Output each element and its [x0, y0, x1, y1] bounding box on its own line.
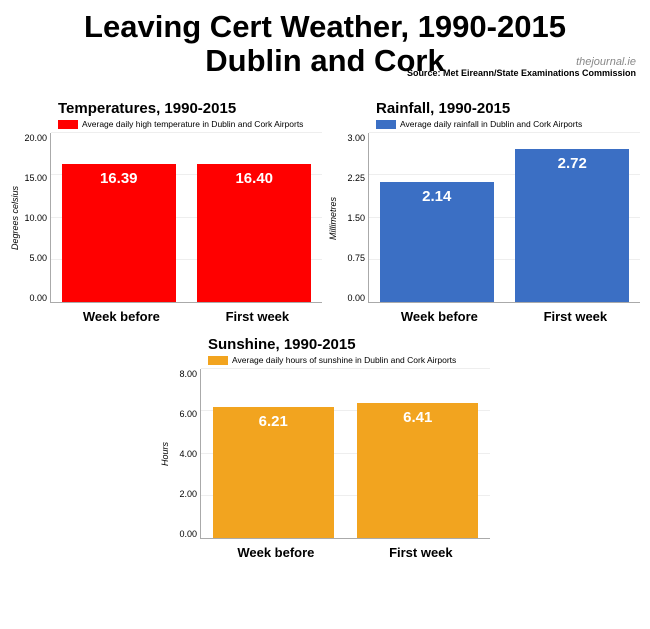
ytick: 2.00 [179, 489, 197, 499]
legend-label: Average daily rainfall in Dublin and Cor… [400, 119, 582, 129]
chart-title: Sunshine, 1990-2015 [160, 336, 490, 353]
ytick: 10.00 [24, 213, 47, 223]
bar-week-before: 6.21 [213, 407, 334, 538]
plot-area: 16.39 16.40 [50, 133, 322, 303]
x-axis: Week before First week [200, 539, 490, 560]
ytick: 15.00 [24, 173, 47, 183]
ytick: 6.00 [179, 409, 197, 419]
bar-week-before: 2.14 [380, 182, 494, 303]
x-axis: Week before First week [368, 303, 640, 324]
bar-value: 6.41 [357, 409, 478, 426]
y-axis-label: Millimetres [328, 133, 342, 303]
y-axis-ticks: 8.00 6.00 4.00 2.00 0.00 [174, 369, 200, 539]
x-category: Week before [237, 545, 314, 560]
plot-area: 2.14 2.72 [368, 133, 640, 303]
ytick: 4.00 [179, 449, 197, 459]
ytick: 1.50 [347, 213, 365, 223]
bars: 2.14 2.72 [369, 133, 640, 302]
ytick: 0.00 [179, 529, 197, 539]
y-axis-ticks: 3.00 2.25 1.50 0.75 0.00 [342, 133, 368, 303]
charts-grid: Temperatures, 1990-2015 Average daily hi… [0, 88, 650, 560]
chart-title: Temperatures, 1990-2015 [10, 100, 322, 117]
ytick: 8.00 [179, 369, 197, 379]
ytick: 20.00 [24, 133, 47, 143]
x-category: First week [389, 545, 453, 560]
y-axis-ticks: 20.00 15.00 10.00 5.00 0.00 [24, 133, 50, 303]
x-category: First week [226, 309, 290, 324]
source-block: thejournal.ie Source: Met Eireann/State … [407, 56, 636, 78]
bar-value: 16.40 [197, 170, 311, 187]
bars: 16.39 16.40 [51, 133, 322, 302]
bar-first-week: 6.41 [357, 403, 478, 538]
chart-title: Rainfall, 1990-2015 [328, 100, 640, 117]
y-axis-label: Degrees celsius [10, 133, 24, 303]
bar-first-week: 2.72 [515, 149, 629, 302]
legend-label: Average daily high temperature in Dublin… [82, 119, 303, 129]
ytick: 0.75 [347, 253, 365, 263]
legend: Average daily hours of sunshine in Dubli… [160, 355, 490, 365]
chart-temperatures: Temperatures, 1990-2015 Average daily hi… [10, 100, 322, 324]
legend-label: Average daily hours of sunshine in Dubli… [232, 355, 456, 365]
bars: 6.21 6.41 [201, 369, 490, 538]
x-axis: Week before First week [50, 303, 322, 324]
plot-wrap: Hours 8.00 6.00 4.00 2.00 0.00 6.21 6 [160, 369, 490, 539]
ytick: 0.00 [347, 293, 365, 303]
ytick: 5.00 [29, 253, 47, 263]
legend: Average daily rainfall in Dublin and Cor… [328, 119, 640, 129]
chart-sunshine: Sunshine, 1990-2015 Average daily hours … [160, 336, 490, 560]
x-category: First week [544, 309, 608, 324]
ytick: 2.25 [347, 173, 365, 183]
legend-swatch [58, 120, 78, 129]
legend-swatch [208, 356, 228, 365]
plot-wrap: Degrees celsius 20.00 15.00 10.00 5.00 0… [10, 133, 322, 303]
plot-area: 6.21 6.41 [200, 369, 490, 539]
ytick: 3.00 [347, 133, 365, 143]
legend-swatch [376, 120, 396, 129]
ytick: 0.00 [29, 293, 47, 303]
source-site: thejournal.ie [407, 56, 636, 68]
source-text: Source: Met Eireann/State Examinations C… [407, 68, 636, 78]
bar-value: 2.72 [515, 155, 629, 172]
chart-rainfall: Rainfall, 1990-2015 Average daily rainfa… [328, 100, 640, 324]
bar-value: 2.14 [380, 188, 494, 205]
title-line-1: Leaving Cert Weather, 1990-2015 [84, 9, 566, 44]
bar-week-before: 16.39 [62, 164, 176, 302]
bar-first-week: 16.40 [197, 164, 311, 303]
x-category: Week before [83, 309, 160, 324]
y-axis-label: Hours [160, 369, 174, 539]
legend: Average daily high temperature in Dublin… [10, 119, 322, 129]
bar-value: 6.21 [213, 413, 334, 430]
x-category: Week before [401, 309, 478, 324]
bar-value: 16.39 [62, 170, 176, 187]
plot-wrap: Millimetres 3.00 2.25 1.50 0.75 0.00 2.1… [328, 133, 640, 303]
